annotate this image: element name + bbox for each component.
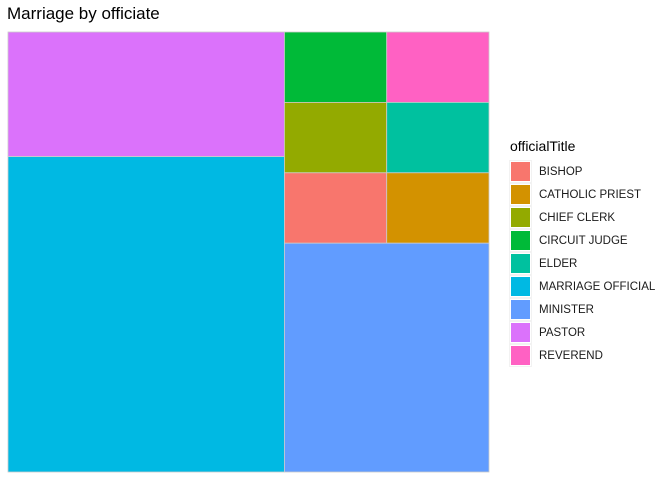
legend-key-catholic-priest: [509, 183, 532, 206]
chart-title: Marriage by officiate: [7, 4, 160, 23]
legend-key-bishop: [509, 160, 532, 183]
legend-key-elder: [509, 252, 532, 275]
legend-key-reverend: [509, 344, 532, 367]
legend-item-pastor: PASTOR: [509, 321, 655, 344]
legend-item-minister: MINISTER: [509, 298, 655, 321]
legend-item-circuit-judge: CIRCUIT JUDGE: [509, 229, 655, 252]
legend-item-catholic-priest: CATHOLIC PRIEST: [509, 183, 655, 206]
tile-pastor: [7, 31, 285, 157]
legend-key-minister: [509, 298, 532, 321]
legend-label-chief-clerk: CHIEF CLERK: [539, 211, 616, 224]
legend-items: BISHOP CATHOLIC PRIEST CHIEF CLERK CIRCUIT …: [509, 160, 656, 367]
tile-elder: [386, 102, 490, 174]
legend: officialTitle BISHOP CATHOLIC PRIEST CHIEF…: [509, 138, 656, 367]
legend-item-bishop: BISHOP: [509, 160, 655, 183]
legend-label-circuit-judge: CIRCUIT JUDGE: [539, 234, 628, 247]
legend-key-pastor: [509, 321, 532, 344]
legend-label-bishop: BISHOP: [539, 165, 583, 178]
legend-label-marriage-official: MARRIAGE OFFICIAL: [539, 280, 656, 293]
legend-label-reverend: REVEREND: [539, 349, 603, 362]
legend-label-pastor: PASTOR: [539, 326, 586, 339]
legend-key-marriage-official: [509, 275, 532, 298]
tile-chief-clerk: [284, 102, 388, 174]
legend-label-minister: MINISTER: [539, 303, 594, 316]
tile-catholic-priest: [386, 172, 490, 244]
tile-marriage-official: [7, 156, 285, 473]
legend-label-elder: ELDER: [539, 257, 578, 270]
legend-item-elder: ELDER: [509, 252, 655, 275]
tile-minister: [284, 242, 490, 473]
legend-key-chief-clerk: [509, 206, 532, 229]
legend-item-marriage-official: MARRIAGE OFFICIAL: [509, 275, 656, 298]
legend-item-reverend: REVEREND: [509, 344, 655, 367]
tile-bishop: [284, 172, 388, 244]
legend-key-circuit-judge: [509, 229, 532, 252]
legend-label-catholic-priest: CATHOLIC PRIEST: [539, 188, 642, 201]
tile-reverend: [386, 31, 490, 103]
tile-circuit-judge: [284, 31, 388, 103]
legend-title: officialTitle: [510, 138, 576, 154]
legend-item-chief-clerk: CHIEF CLERK: [509, 206, 655, 229]
